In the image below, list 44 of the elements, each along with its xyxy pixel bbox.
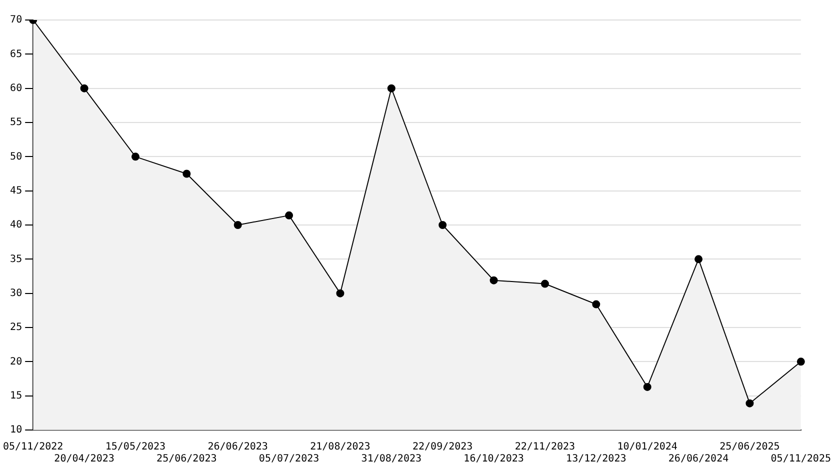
x-tick-label: 15/05/2023 (105, 442, 166, 453)
point (643, 382, 652, 391)
x-tick-label: 05/11/2022 (2, 442, 64, 453)
x-tick-label: 22/09/2023 (412, 442, 473, 453)
x-tick-label: 26/06/2024 (668, 454, 729, 465)
point (490, 276, 498, 284)
y-tick-label: 60 (10, 82, 22, 94)
x-tick-label: 26/06/2023 (208, 442, 268, 453)
x-tick-label: 25/06/2023 (156, 454, 217, 465)
y-tick-label: 40 (10, 220, 22, 231)
y-tick-label: 50 (10, 151, 22, 162)
y-tick-label: 70 (10, 14, 22, 26)
x-tick-label: 20/04/2023 (54, 454, 114, 465)
point (285, 211, 294, 220)
x-tick-label: 16/10/2023 (464, 454, 524, 465)
x-tick-label: 05/07/2023 (258, 454, 320, 465)
y-tick-label: 15 (10, 390, 22, 402)
y-tick-label: 25 (10, 322, 22, 334)
x-tick-label: 25/06/2025 (720, 442, 780, 453)
point (540, 280, 549, 288)
x-tick-label: 13/12/2023 (566, 454, 626, 465)
point (234, 221, 242, 229)
y-tick-label: 45 (10, 185, 22, 196)
point (796, 358, 805, 366)
point (592, 300, 600, 308)
x-tick-label: 05/11/2025 (770, 454, 832, 465)
y-tick-label: 30 (10, 288, 22, 299)
y-tick-label: 65 (10, 48, 22, 60)
point (336, 289, 344, 298)
point (131, 152, 140, 161)
y-tick-label: 55 (10, 117, 22, 128)
point (387, 84, 396, 92)
point (80, 84, 88, 92)
x-tick-label: 31/08/2023 (361, 454, 422, 465)
y-tick-label: 10 (10, 424, 22, 436)
point (694, 255, 703, 264)
point (182, 170, 191, 178)
point (746, 399, 754, 408)
x-tick-label: 22/11/2023 (514, 442, 576, 453)
x-tick-label: 10/01/2024 (617, 442, 678, 453)
point (438, 221, 447, 229)
y-tick-label: 35 (10, 254, 22, 265)
x-tick-label: 21/08/2023 (310, 442, 370, 453)
y-tick-label: 20 (10, 356, 22, 368)
